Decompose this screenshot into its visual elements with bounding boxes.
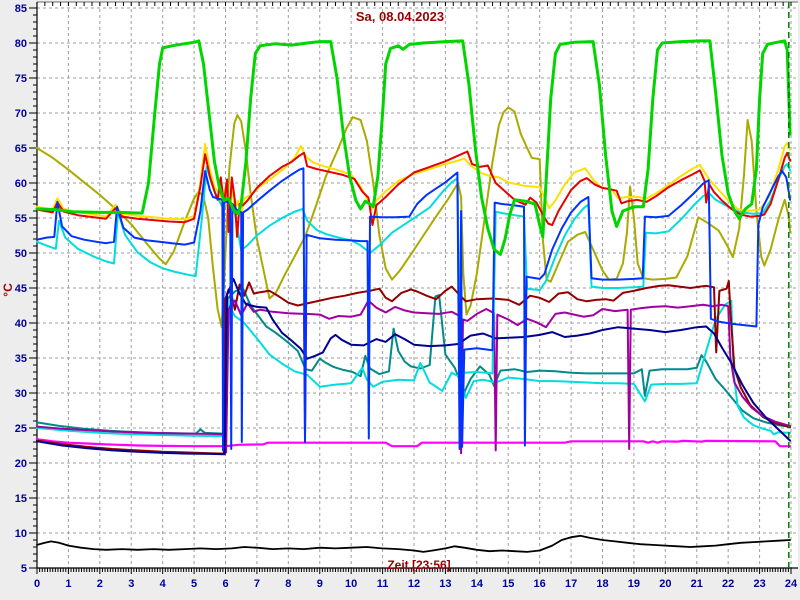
svg-text:22: 22: [722, 578, 734, 590]
series-teal-line: [36, 287, 792, 435]
svg-text:40: 40: [15, 318, 27, 330]
svg-text:19: 19: [628, 578, 640, 590]
svg-text:0: 0: [34, 578, 40, 590]
svg-text:30: 30: [15, 388, 27, 400]
series-blue-line: [36, 167, 792, 452]
svg-text:11: 11: [377, 578, 389, 590]
svg-text:50: 50: [15, 248, 27, 260]
svg-text:35: 35: [15, 353, 27, 365]
series-olive-line: [36, 106, 792, 329]
svg-text:13: 13: [439, 578, 451, 590]
svg-text:14: 14: [471, 578, 484, 590]
svg-text:12: 12: [408, 578, 420, 590]
svg-text:60: 60: [15, 178, 27, 190]
chart-title: Sa, 08.04.2023: [355, 9, 445, 24]
series-red-line: [36, 150, 792, 238]
svg-text:55: 55: [15, 213, 27, 225]
axis-ticks: [29, 2, 792, 574]
svg-text:20: 20: [659, 578, 671, 590]
svg-text:5: 5: [191, 578, 197, 590]
grid-lines: [37, 3, 798, 568]
svg-text:6: 6: [222, 578, 228, 590]
svg-text:80: 80: [15, 38, 27, 50]
series-dark-red-line: [36, 280, 792, 455]
svg-text:21: 21: [691, 578, 703, 590]
svg-text:1: 1: [65, 578, 71, 590]
svg-text:23: 23: [753, 578, 765, 590]
svg-text:7: 7: [254, 578, 260, 590]
svg-text:2: 2: [97, 578, 103, 590]
svg-text:5: 5: [21, 563, 27, 575]
svg-text:10: 10: [345, 578, 357, 590]
series-cyan-upper-line: [36, 163, 792, 375]
x-axis-title: Zeit [23:56]: [387, 558, 451, 572]
svg-text:18: 18: [596, 578, 608, 590]
svg-text:25: 25: [15, 423, 27, 435]
svg-text:3: 3: [128, 578, 134, 590]
series-lines: [35, 39, 792, 553]
series-magenta-line: [35, 438, 792, 448]
svg-text:15: 15: [15, 493, 27, 505]
svg-text:17: 17: [565, 578, 577, 590]
svg-text:75: 75: [15, 73, 27, 85]
svg-text:85: 85: [15, 3, 27, 15]
svg-text:65: 65: [15, 143, 27, 155]
svg-text:16: 16: [534, 578, 546, 590]
plot-area[interactable]: [37, 2, 798, 568]
series-dark-blue-line: [36, 277, 792, 456]
svg-text:8: 8: [285, 578, 291, 590]
series-black-line: [36, 534, 791, 553]
svg-text:70: 70: [15, 108, 27, 120]
axis-frame: [36, 1, 798, 569]
svg-text:20: 20: [15, 458, 27, 470]
svg-text:9: 9: [317, 578, 323, 590]
series-cyan-lower-line: [36, 299, 792, 438]
svg-text:15: 15: [502, 578, 514, 590]
svg-text:4: 4: [160, 578, 167, 590]
y-axis-title: °C: [1, 283, 15, 297]
svg-text:45: 45: [15, 283, 27, 295]
svg-text:24: 24: [785, 578, 798, 590]
svg-text:10: 10: [15, 528, 27, 540]
series-green-line: [35, 39, 792, 256]
